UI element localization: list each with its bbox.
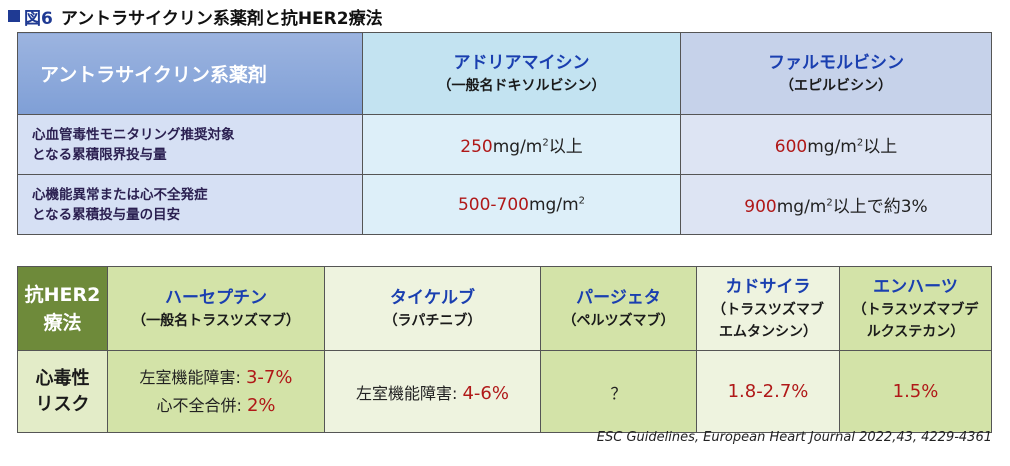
cardiotoxicity-risk-label: 心毒性 リスク <box>17 350 108 433</box>
risk-label-line: 心毒性 <box>35 367 90 389</box>
drug-header-kadcyla: カドサイラ （トラスツズマブ エムタンシン） <box>696 266 840 351</box>
risk-value: 4-6% <box>462 382 509 404</box>
row-label-heart-failure: 心機能異常または心不全発症 となる累積投与量の目安 <box>17 174 363 235</box>
drug-generic-name: （ラパチニブ） <box>383 312 482 329</box>
value-cell: 600mg/m2以上 <box>680 114 992 175</box>
figure-title-text: アントラサイクリン系薬剤と抗HER2療法 <box>60 8 383 29</box>
dose-suffix: 以上 <box>863 137 898 157</box>
row-label-line: となる累積投与量の目安 <box>32 206 181 223</box>
anthracycline-table: アントラサイクリン系薬剤 アドリアマイシン （一般名ドキソルビシン） ファルモル… <box>17 32 992 235</box>
risk-type-label: 左室機能障害: <box>139 367 246 387</box>
risk-cell-tykerb: 左室機能障害: 4-6% <box>324 350 541 433</box>
drug-generic-name: エムタンシン） <box>719 323 817 340</box>
anti-her2-header-cell: 抗HER2 療法 <box>17 266 108 351</box>
row-label-line: 心血管毒性モニタリング推奨対象 <box>32 126 235 143</box>
value-cell: 250mg/m2以上 <box>362 114 681 175</box>
drug-name: アドリアマイシン <box>453 52 590 73</box>
table-row: 心毒性 リスク 左室機能障害: 3-7% 心不全合併: 2% 左室機能障害: 4… <box>17 350 992 433</box>
risk-value-unknown: ？ <box>610 383 627 403</box>
drug-header-perjeta: パージェタ （ペルツズマブ） <box>540 266 697 351</box>
table-header-row: 抗HER2 療法 ハーセプチン （一般名トラスツズマブ） タイケルブ （ラパチニ… <box>17 266 992 351</box>
table-row: 心機能異常または心不全発症 となる累積投与量の目安 500-700mg/m2 9… <box>17 174 992 235</box>
row-label-line: 心機能異常または心不全発症 <box>32 186 208 203</box>
drug-name: エンハーツ <box>873 276 958 297</box>
dose-unit: mg/m <box>492 137 543 157</box>
row-label-monitoring: 心血管毒性モニタリング推奨対象 となる累積限界投与量 <box>17 114 363 175</box>
risk-cell-perjeta: ？ <box>540 350 697 433</box>
figure-title: 図6 アントラサイクリン系薬剤と抗HER2療法 <box>8 4 383 29</box>
risk-value: 3-7% <box>245 366 293 388</box>
drug-generic-name: （エピルビシン） <box>780 77 892 94</box>
drug-name: パージェタ <box>576 287 661 308</box>
risk-type-label: 左室機能障害: <box>356 383 463 403</box>
drug-name: タイケルブ <box>390 287 475 308</box>
dose-unit: mg/m <box>529 194 579 215</box>
dose-number: 250 <box>460 137 493 157</box>
risk-cell-kadcyla: 1.8-2.7% <box>696 350 840 433</box>
drug-name: ファルモルビシン <box>768 52 904 73</box>
drug-generic-name: （一般名ドキソルビシン） <box>437 77 606 94</box>
drug-generic-name: （トラスツズマブ <box>712 301 824 318</box>
drug-generic-name: ルクステカン） <box>866 323 965 340</box>
table-header-row: アントラサイクリン系薬剤 アドリアマイシン （一般名ドキソルビシン） ファルモル… <box>17 32 992 115</box>
risk-value: 1.8-2.7% <box>727 381 809 402</box>
risk-cell-enhertu: 1.5% <box>839 350 992 433</box>
risk-type-label: 心不全合併: <box>156 395 247 415</box>
drug-header-enhertu: エンハーツ （トラスツズマブデ ルクステカン） <box>839 266 992 351</box>
dose-unit: mg/m <box>776 197 827 217</box>
anthracycline-header-cell: アントラサイクリン系薬剤 <box>17 32 363 115</box>
drug-name: カドサイラ <box>725 276 811 297</box>
dose-unit-superscript: 2 <box>826 197 833 209</box>
value-cell: 900mg/m2以上で約3% <box>680 174 992 235</box>
drug-header-adriamycin: アドリアマイシン （一般名ドキソルビシン） <box>362 32 681 115</box>
row-label-line: となる累積限界投与量 <box>32 146 167 163</box>
risk-value: 1.5% <box>892 381 939 402</box>
anthracycline-header-label: アントラサイクリン系薬剤 <box>40 64 267 86</box>
drug-header-herceptin: ハーセプチン （一般名トラスツズマブ） <box>107 266 325 351</box>
anti-her2-header-line: 療法 <box>43 311 82 334</box>
title-square-icon <box>8 10 20 22</box>
drug-generic-name: （トラスツズマブデ <box>852 301 979 318</box>
dose-number: 900 <box>744 197 777 217</box>
risk-label-line: リスク <box>35 393 90 415</box>
anti-her2-table: 抗HER2 療法 ハーセプチン （一般名トラスツズマブ） タイケルブ （ラパチニ… <box>17 266 992 433</box>
dose-unit-superscript: 2 <box>542 137 549 149</box>
dose-unit: mg/m <box>807 137 857 157</box>
risk-cell-herceptin: 左室機能障害: 3-7% 心不全合併: 2% <box>107 350 325 433</box>
drug-header-tykerb: タイケルブ （ラパチニブ） <box>324 266 541 351</box>
table-row: 心血管毒性モニタリング推奨対象 となる累積限界投与量 250mg/m2以上 60… <box>17 114 992 175</box>
value-cell: 500-700mg/m2 <box>362 174 681 235</box>
anti-her2-header-line: 抗HER2 <box>24 283 101 306</box>
dose-unit-superscript: 2 <box>856 137 864 149</box>
risk-value: 2% <box>246 394 276 416</box>
dose-unit-superscript: 2 <box>578 194 586 206</box>
figure-number: 図6 <box>24 8 53 29</box>
dose-number: 500-700 <box>457 194 529 215</box>
dose-number: 600 <box>774 137 808 157</box>
dose-suffix: 以上 <box>548 137 583 157</box>
drug-generic-name: （一般名トラスツズマブ） <box>132 312 300 329</box>
drug-generic-name: （ペルツズマブ） <box>562 312 675 329</box>
drug-header-farmorubicin: ファルモルビシン （エピルビシン） <box>680 32 992 115</box>
dose-suffix: 以上で約3% <box>832 197 928 217</box>
drug-name: ハーセプチン <box>165 287 267 308</box>
citation: ESC Guidelines, European Heart Journal 2… <box>596 430 992 445</box>
